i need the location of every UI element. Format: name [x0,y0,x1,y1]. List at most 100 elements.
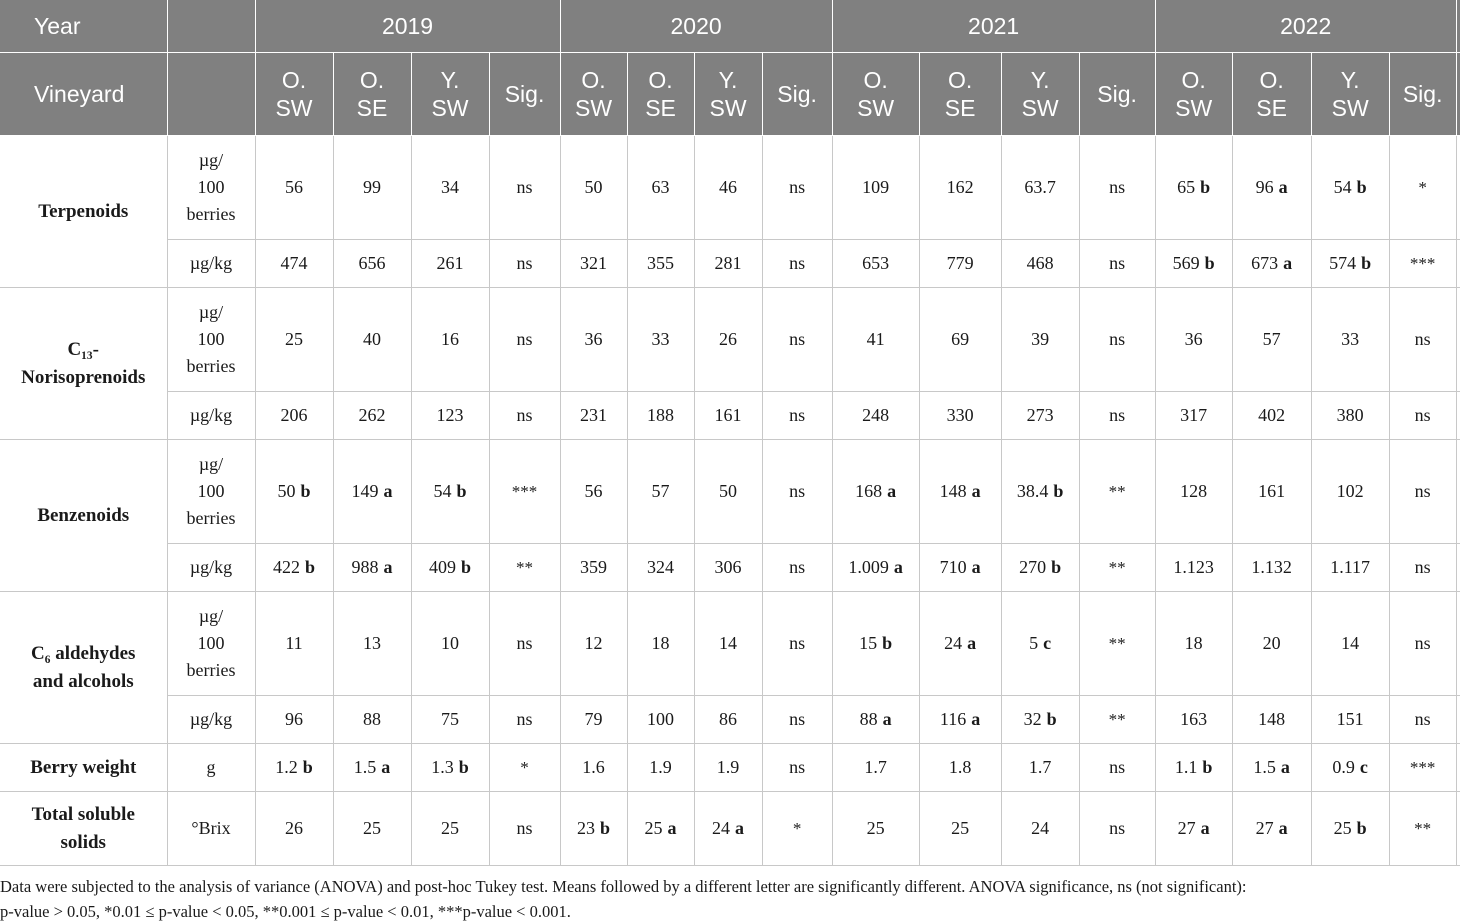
value-number: 321 [580,253,608,273]
value-number: ** [1414,819,1432,838]
value-number: 1.8 [948,757,972,777]
significance-cell: * [489,743,561,792]
value-number: 33 [1341,329,1360,349]
table-row: Terpenoids µg/100 berries 56 99 34 ns 50 63 46 ns 1… [0,135,1460,288]
value-number: 128 [1180,481,1208,501]
value-number: 99 [363,177,381,197]
value-cell: 168 a [832,439,920,544]
tukey-letter: b [882,633,893,653]
value-number: ns [1414,709,1431,729]
value-cell: 69 [919,287,1002,392]
significance-cell: ns [1389,591,1457,696]
value-number: 79 [584,709,603,729]
value-number: 306 [714,557,742,577]
tukey-letter: a [971,709,981,729]
significance-cell: ns [1079,135,1156,240]
sig-column-header: Sig. [1079,52,1156,136]
tukey-letter: b [1053,481,1064,501]
value-cell: 16 [411,287,490,392]
value-number: 123 [436,405,464,425]
tukey-letter: a [887,481,897,501]
unit-cell: µg/kg [167,543,256,592]
value-number: ns [789,253,806,273]
significance-cell: ns [762,743,833,792]
value-cell: 79 [560,695,628,744]
significance-cell: *** [1389,743,1457,792]
header-spacer [167,52,256,136]
significance-cell: ns [1389,391,1457,440]
value-number: ** [1108,558,1126,577]
value-cell: 36 [1155,287,1233,392]
value-cell: 1.1 b [1155,743,1233,792]
value-number: 24 [712,818,731,838]
sig-column-header: Sig. [762,52,833,136]
compound-name: C₆ aldehydes and alcohols [0,591,168,744]
significance-cell: *** [1389,239,1457,288]
significance-cell: ** [1079,695,1156,744]
value-number: 317 [1180,405,1208,425]
tukey-letter: b [458,757,469,777]
vineyard-header-label: Vineyard [0,52,168,136]
value-number: 324 [647,557,675,577]
tukey-letter: b [1204,253,1215,273]
value-cell: 46 [694,135,763,240]
value-number: ns [516,633,533,653]
value-cell: 148 [1232,695,1312,744]
value-number: 34 [441,177,459,197]
value-number: 46 [719,177,738,197]
significance-cell: ns [489,135,561,240]
value-cell: 248 [832,391,920,440]
tukey-letter: a [971,481,981,501]
value-cell: 34 [411,135,490,240]
vineyard-column-header: Y. SW [1311,52,1390,136]
value-cell: 57 [1232,287,1312,392]
value-cell: 188 [627,391,695,440]
significance-cell: ns [1389,287,1457,392]
value-number: 673 [1251,253,1279,273]
value-number: ns [789,329,806,349]
tukey-letter: a [971,557,981,577]
tukey-letter: a [1278,177,1288,197]
significance-cell: *** [489,439,561,544]
value-number: 86 [719,709,738,729]
value-number: 88 [859,709,878,729]
value-number: 57 [1262,329,1281,349]
unit-cell: µg/100 berries [167,439,256,544]
tukey-letter: a [735,818,745,838]
tukey-letter: a [1280,757,1290,777]
value-number: 25 [866,818,885,838]
table-row: Total soluble solids °Brix 26 25 25 ns 23 b 25 a 24… [0,791,1460,866]
footnote-line-1: Data were subjected to the analysis of v… [0,877,1247,896]
value-cell: 359 [560,543,628,592]
value-cell: 262 [333,391,412,440]
significance-cell: ns [762,695,833,744]
value-number: 25 [285,329,303,349]
row-edge [1456,543,1460,592]
value-number: ** [516,558,534,577]
value-cell: 306 [694,543,763,592]
value-number: 1.5 [353,757,377,777]
compound-name: C₁₃- Norisoprenoids [0,287,168,440]
value-number: 248 [862,405,890,425]
value-cell: 0.9 c [1311,743,1390,792]
value-number: 63 [651,177,670,197]
value-number: 710 [939,557,967,577]
table-row: µg/kg 206 262 123 ns 231 188 161 ns 248 330 273 ns 31… [0,391,1460,440]
value-number: 24 [944,633,963,653]
value-cell: 27 a [1232,791,1312,866]
value-cell: 474 [255,239,334,288]
value-number: 1.009 [848,557,889,577]
value-cell: 162 [919,135,1002,240]
value-cell: 88 [333,695,412,744]
significance-cell: ns [1389,543,1457,592]
table-row: Berry weight g 1.2 b 1.5 a 1.3 b * 1.6 1.9 1.9 ns 1.7… [0,743,1460,792]
value-number: 96 [1255,177,1274,197]
value-cell: 988 a [333,543,412,592]
value-number: 24 [1031,818,1050,838]
value-cell: 33 [627,287,695,392]
header-edge [1456,0,1460,53]
value-number: 54 [1333,177,1352,197]
vineyard-header-row: Vineyard O. SW O. SE Y. SW Sig. O. SW O. SE Y. SW Sig… [0,52,1460,136]
tukey-letter: b [1356,177,1367,197]
